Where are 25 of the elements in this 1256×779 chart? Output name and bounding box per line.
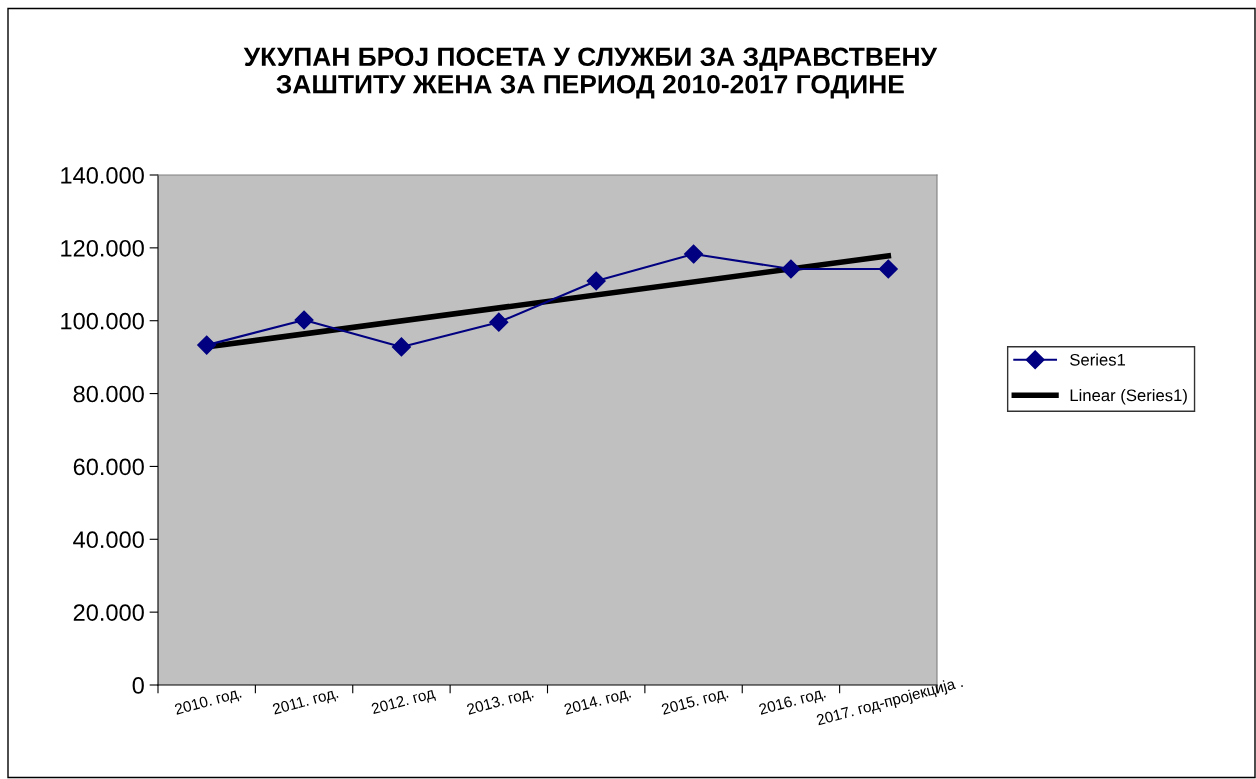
- y-tick-label: 60.000: [73, 458, 144, 476]
- y-tick-label: 40.000: [73, 531, 144, 549]
- legend-label: Series1: [1070, 353, 1126, 366]
- x-tick-label: 2010. год.: [174, 687, 243, 718]
- point: [878, 259, 898, 279]
- y-tick-label: 120.000: [61, 239, 144, 257]
- y-tick-label: 0: [132, 677, 144, 694]
- y-tick-label: 20.000: [73, 604, 144, 621]
- point: [489, 312, 509, 332]
- y-tick-label: 140.000: [61, 167, 144, 184]
- point: [294, 310, 314, 330]
- chart-title: УКУПАН БРОЈ ПОСЕТА У СЛУЖБИ ЗА ЗДРАВСТВЕНУ ЗАШТИТУ ЖЕНА ЗА ПЕРИОД 2010-2017 ГОДИНЕ: [243, 47, 938, 99]
- x-tick-label: 2014. год.: [563, 687, 632, 718]
- point: [586, 271, 606, 291]
- legend-label: Linear (Series1): [1070, 389, 1187, 405]
- x-tick-label: 2015. год.: [661, 687, 730, 718]
- x-tick-label: 2011. год.: [272, 687, 340, 718]
- point: [781, 259, 801, 279]
- x-tick-label: 2013. год.: [466, 687, 535, 718]
- x-tick-label: 2012. год: [371, 687, 437, 718]
- y-tick-label: 100.000: [61, 312, 144, 330]
- point: [391, 337, 411, 357]
- y-tick-label: 80.000: [73, 385, 144, 403]
- point: [684, 244, 704, 264]
- point: [197, 335, 217, 355]
